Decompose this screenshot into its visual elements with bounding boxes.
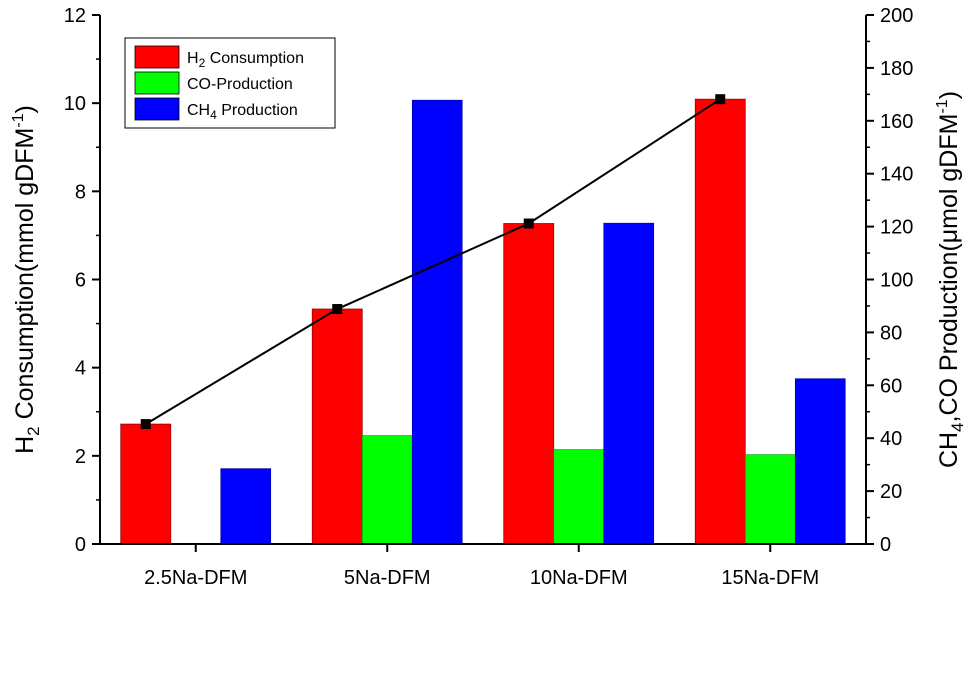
y-right-tick-label: 0	[880, 534, 891, 556]
bar-h2-consumption-5na-dfm	[311, 308, 363, 545]
legend: H2 Consumption CO-Production CH4 Productio…	[124, 37, 336, 129]
x-tick-label: 15Na-DFM	[721, 567, 819, 589]
y-right-tick-label: 120	[880, 217, 913, 239]
y-left-tick-label: 12	[64, 5, 86, 27]
bar-ch4-production-5na-dfm	[411, 99, 463, 545]
y-left-tick-label: 6	[75, 270, 86, 292]
bar-co-production-5na-dfm	[361, 435, 413, 545]
trend-point-4	[715, 94, 726, 105]
x-tick-label: 10Na-DFM	[530, 567, 628, 589]
legend-label: CO-Production	[187, 76, 293, 93]
y-left-tick-label: 4	[75, 358, 86, 380]
y-right-tick-label: 140	[880, 164, 913, 186]
y-right-axis-title: CH4,CO Production(μmol gDFM-1)	[934, 91, 967, 468]
y-right-tick-label: 180	[880, 58, 913, 80]
y-left-tick-label: 8	[75, 181, 86, 203]
y-right-tick-label: 60	[880, 375, 902, 397]
y-right-tick-label: 160	[880, 111, 913, 133]
bar-h2-consumption-2-5na-dfm	[120, 423, 172, 545]
y-left-axis-title: H2 Consumption(mmol gDFM-1)	[10, 105, 43, 454]
legend-label: H2 Consumption	[187, 50, 304, 70]
bar-ch4-production-10na-dfm	[603, 222, 655, 545]
trend-point-1	[140, 419, 151, 430]
y-right-tick-label: 200	[880, 5, 913, 27]
trend-line-path	[145, 98, 721, 425]
y-right-tick-label: 80	[880, 322, 902, 344]
legend-swatch	[134, 97, 180, 121]
bar-ch4-production-15na-dfm	[794, 378, 846, 545]
legend-swatch	[134, 45, 180, 69]
y-right-tick-label: 40	[880, 428, 902, 450]
ticks: 0246810120204060801001201401601802002.5N…	[64, 5, 914, 589]
y-left-tick-label: 10	[64, 93, 86, 115]
bar-ch4-production-2-5na-dfm	[220, 468, 272, 545]
bars	[120, 98, 846, 545]
bar-h2-consumption-10na-dfm	[503, 223, 555, 545]
bar-co-production-15na-dfm	[744, 454, 796, 545]
trend-point-2	[332, 304, 343, 315]
legend-swatch	[134, 71, 180, 95]
y-right-tick-label: 100	[880, 270, 913, 292]
x-tick-label: 5Na-DFM	[344, 567, 431, 589]
y-left-tick-label: 2	[75, 446, 86, 468]
y-right-tick-label: 20	[880, 481, 902, 503]
trend-point-3	[523, 218, 534, 229]
y-left-tick-label: 0	[75, 534, 86, 556]
axis-titles: H2 Consumption(mmol gDFM-1) CH4,CO Produc…	[10, 91, 967, 468]
x-tick-label: 2.5Na-DFM	[144, 567, 247, 589]
trend-line	[140, 94, 726, 430]
bar-h2-consumption-15na-dfm	[694, 98, 746, 545]
legend-label: CH4 Production	[187, 102, 298, 122]
bar-co-production-10na-dfm	[553, 449, 605, 545]
